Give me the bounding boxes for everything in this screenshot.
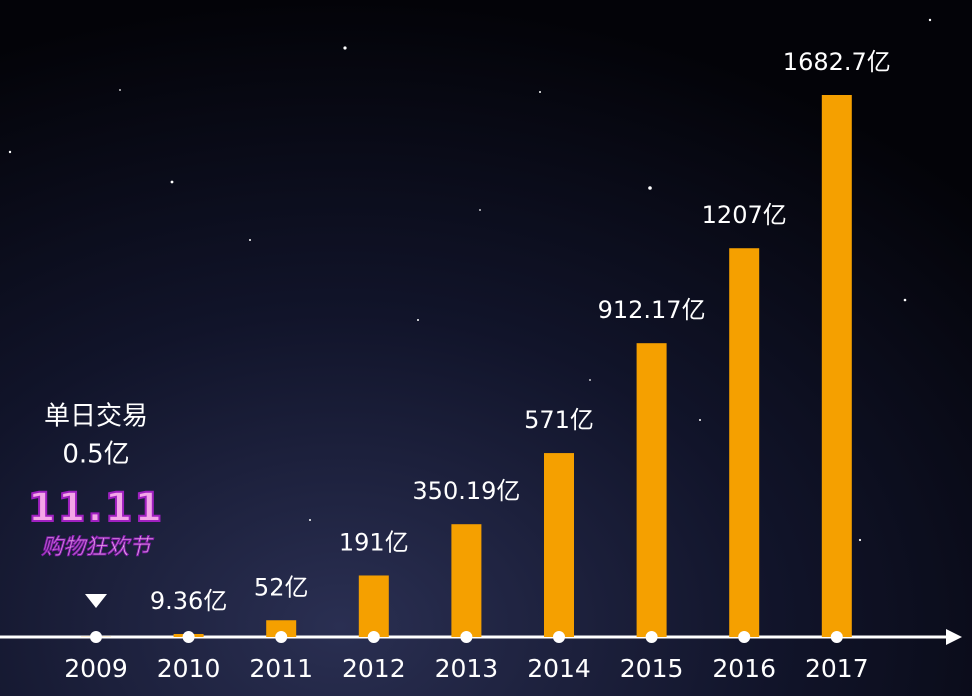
x-tick-label: 2009	[64, 654, 128, 683]
axis-arrow	[946, 629, 962, 645]
x-tick-label: 2014	[527, 654, 591, 683]
value-label: 350.19亿	[412, 477, 520, 505]
x-tick-label: 2017	[805, 654, 869, 683]
timeline-dot	[182, 631, 195, 643]
x-tick-label: 2011	[249, 654, 313, 683]
value-label: 0.5亿	[62, 440, 129, 470]
pointer-triangle	[85, 594, 107, 608]
value-label: 1207亿	[702, 201, 787, 229]
bar	[451, 524, 482, 637]
bar	[729, 248, 760, 637]
timeline-dot	[367, 631, 380, 643]
timeline-dot	[90, 631, 102, 643]
timeline-dot	[738, 631, 751, 643]
bar	[821, 95, 852, 637]
x-tick-label: 2015	[620, 654, 684, 683]
stars	[8, 18, 932, 542]
timeline-dot	[645, 631, 658, 643]
x-tick-label: 2012	[342, 654, 406, 683]
bar	[358, 575, 389, 637]
timeline-dot	[460, 631, 473, 643]
bar	[636, 343, 667, 637]
timeline-dot	[553, 631, 565, 643]
value-label: 191亿	[339, 528, 409, 556]
bar	[266, 620, 297, 637]
x-tick-label: 2010	[157, 654, 221, 683]
value-label: 571亿	[524, 406, 594, 434]
annotation: 单日交易	[44, 402, 148, 432]
x-tick-label: 2016	[712, 654, 776, 683]
value-label: 1682.7亿	[783, 48, 891, 76]
value-label: 9.36亿	[150, 587, 227, 615]
timeline-dot	[830, 631, 843, 643]
x-tick-label: 2013	[435, 654, 499, 683]
value-label: 912.17亿	[598, 296, 706, 324]
bar	[544, 453, 574, 637]
logo-top: 11.11	[28, 485, 165, 531]
logo-bottom: 购物狂欢节	[41, 535, 154, 560]
timeline-dot	[275, 631, 288, 643]
value-label: 52亿	[254, 573, 309, 601]
